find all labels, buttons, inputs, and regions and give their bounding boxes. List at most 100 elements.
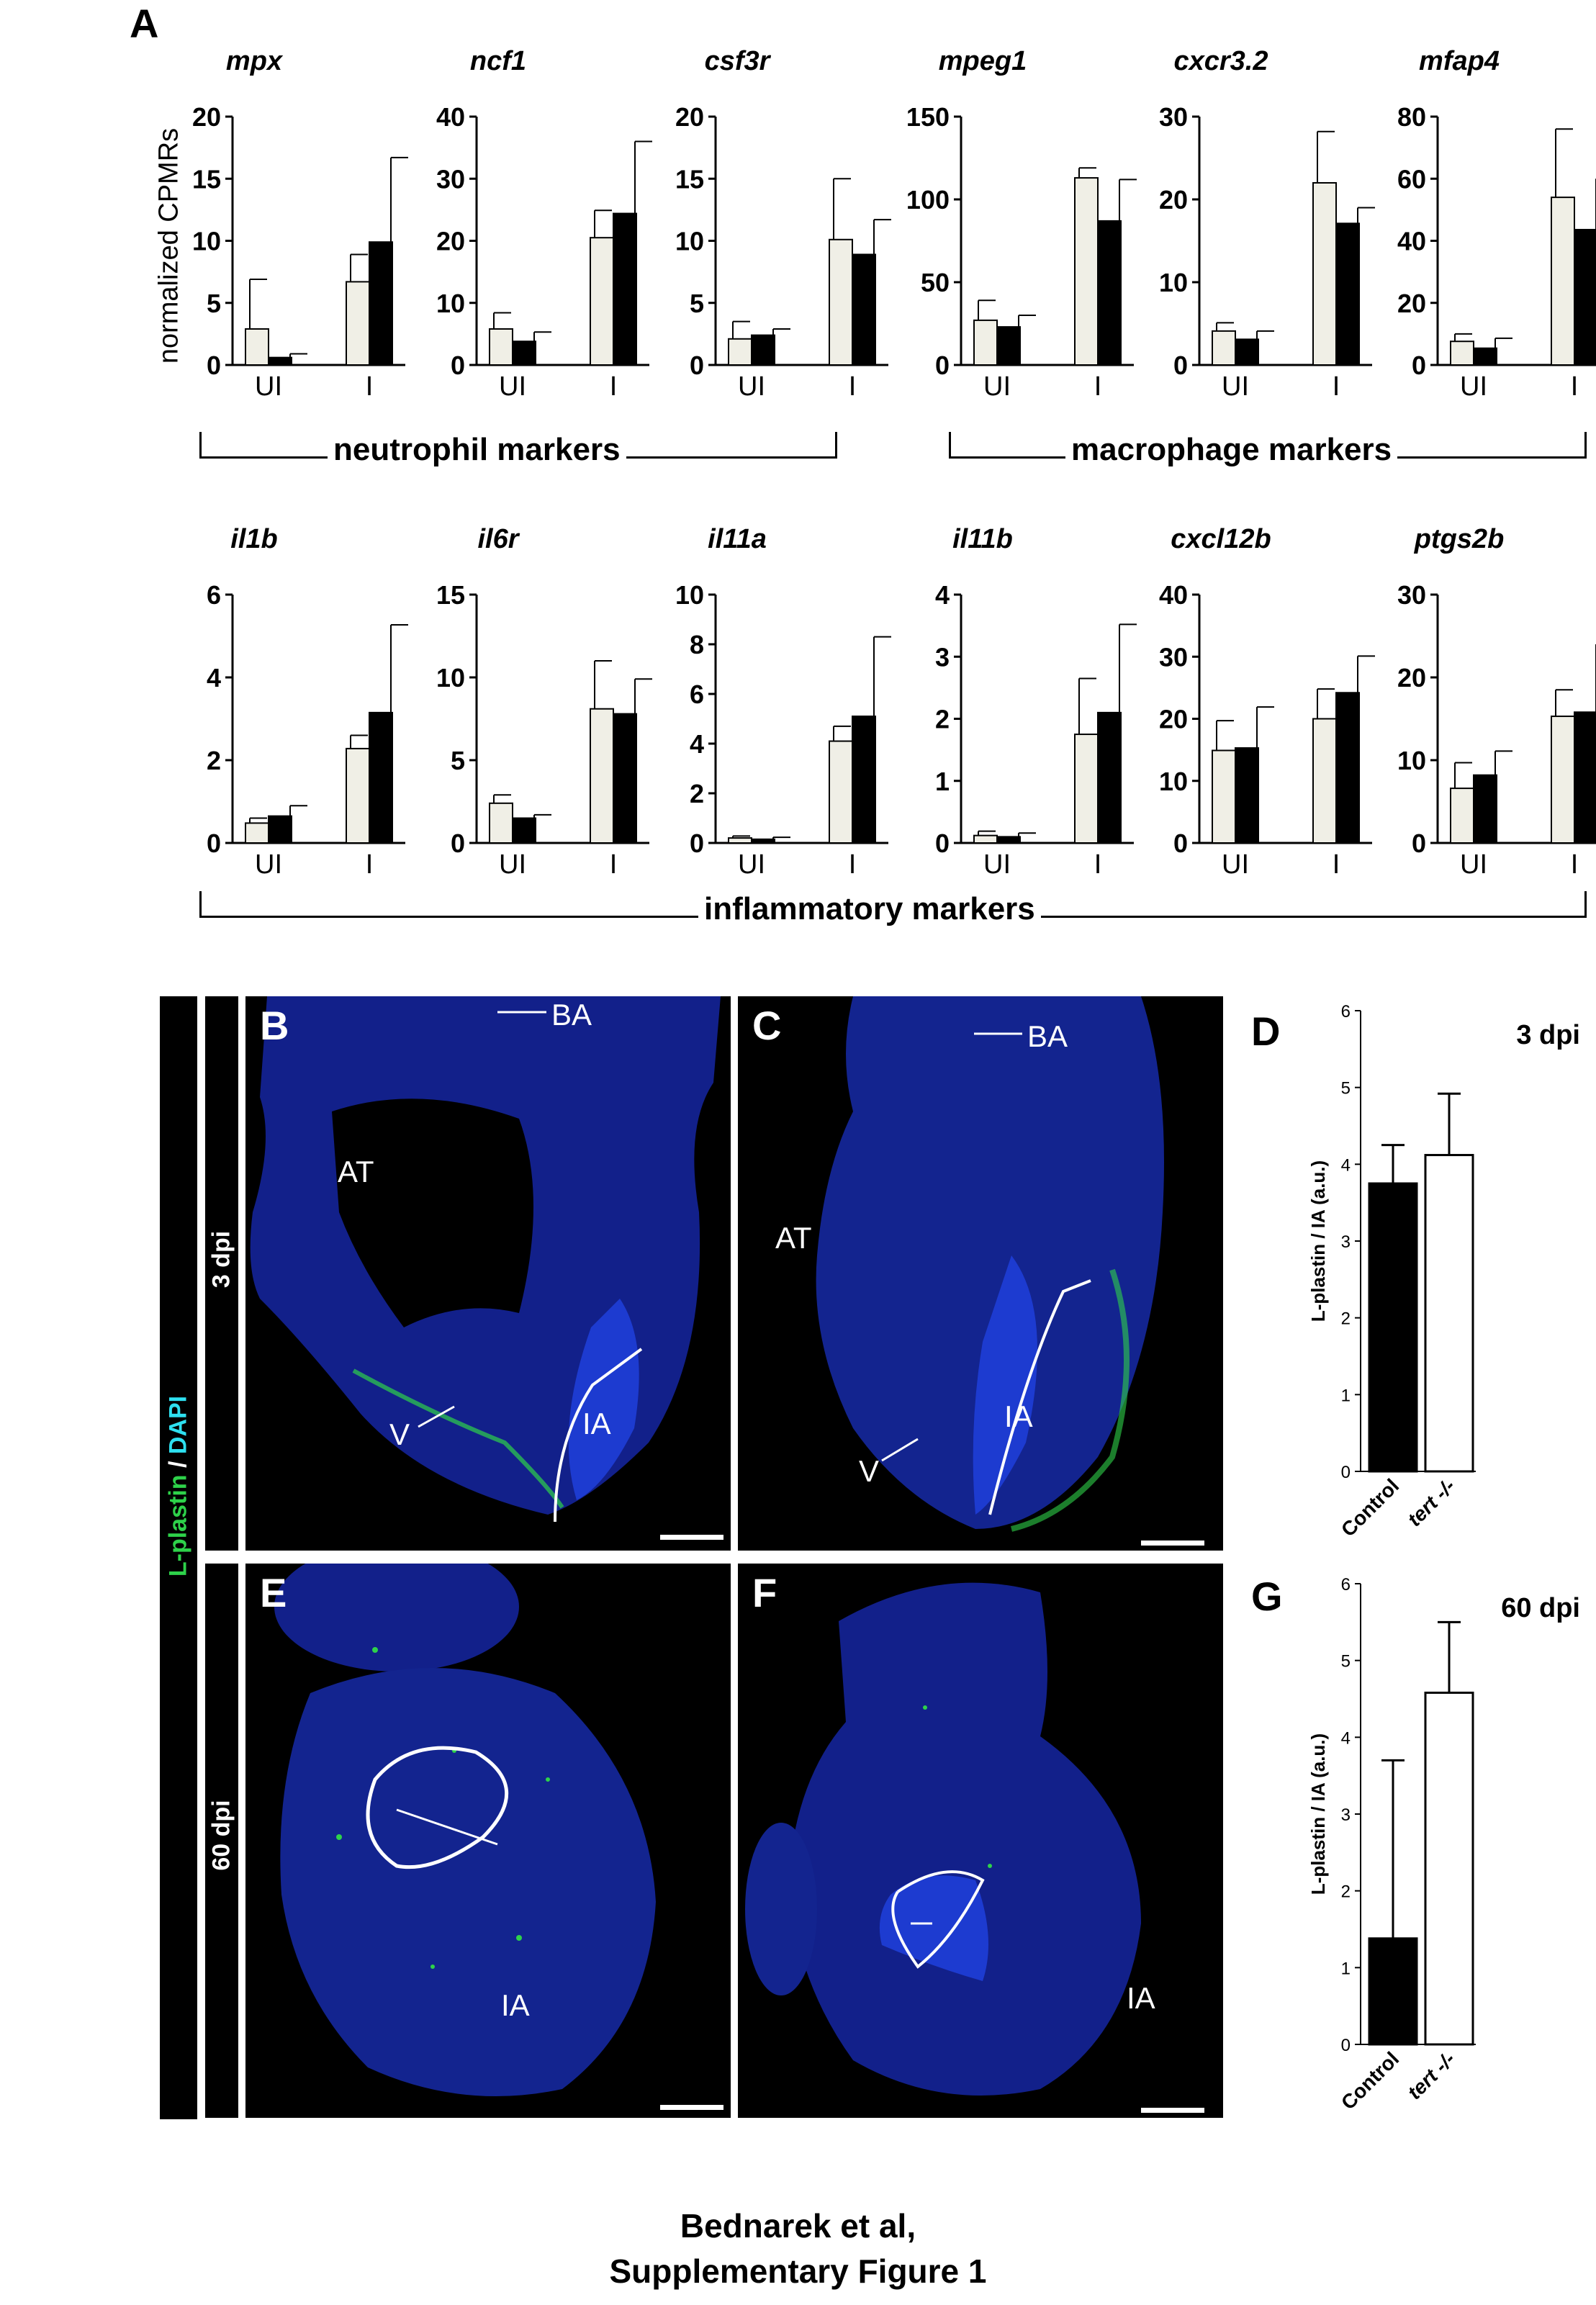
bar-il11a-UI-1 bbox=[751, 838, 775, 844]
bar-cxcr3-2-UI-1 bbox=[1235, 338, 1259, 366]
y-tick-label-mfap4: 20 bbox=[1397, 289, 1426, 318]
gene-title-mpeg1: mpeg1 bbox=[939, 46, 1027, 76]
bar-d-0 bbox=[1368, 1182, 1418, 1473]
bar-ptgs2b-UI-1 bbox=[1473, 774, 1497, 844]
neutrophil-markers-label: neutrophil markers bbox=[328, 432, 626, 468]
x-tick-label-il6r: UI bbox=[499, 849, 526, 880]
x-tick-label-ncf1: I bbox=[610, 371, 618, 402]
stain-label: L-plastin / DAPI bbox=[165, 1307, 193, 1666]
y-tick-label-d: 4 bbox=[1341, 1155, 1351, 1175]
y-tick-label-ncf1: 30 bbox=[436, 164, 465, 194]
panel-letter-g: G bbox=[1251, 1574, 1283, 1619]
bar-mfap4-I-1 bbox=[1574, 228, 1596, 366]
heart-section-f bbox=[745, 1582, 1204, 2113]
x-tick-label-csf3r: I bbox=[849, 371, 857, 402]
bar-mpx-UI-0 bbox=[245, 328, 269, 366]
y-tick-label-il1b: 6 bbox=[207, 580, 221, 610]
micrograph-c: C BA AT IA V bbox=[738, 996, 1223, 1551]
y-tick-label-mpeg1: 150 bbox=[906, 102, 950, 132]
x-tick-label-il11a: I bbox=[849, 849, 857, 880]
x-tick-label-ncf1: UI bbox=[499, 371, 526, 402]
y-tick-label-mfap4: 0 bbox=[1412, 351, 1426, 380]
label-v-c: V bbox=[859, 1454, 880, 1488]
micrograph-e: E IA bbox=[245, 1564, 731, 2118]
row-label-60dpi: 60 dpi bbox=[207, 1800, 235, 1871]
inflammatory-markers-label: inflammatory markers bbox=[698, 891, 1041, 927]
gene-title-ptgs2b: ptgs2b bbox=[1414, 524, 1505, 554]
gene-title-mfap4: mfap4 bbox=[1419, 46, 1500, 76]
y-tick-label-il11a: 2 bbox=[690, 779, 704, 808]
y-tick-label-csf3r: 10 bbox=[675, 227, 704, 256]
bar-cxcr3-2-I-0 bbox=[1312, 182, 1337, 366]
y-tick-label-g: 6 bbox=[1341, 1575, 1351, 1594]
bar-mpx-I-1 bbox=[369, 241, 393, 366]
panel-letter-c: C bbox=[752, 1003, 782, 1048]
bar-cxcl12b-UI-1 bbox=[1235, 747, 1259, 844]
gene-title-cxcr3-2: cxcr3.2 bbox=[1173, 46, 1268, 76]
y-tick-label-csf3r: 0 bbox=[690, 351, 704, 380]
y-axis-label-g: L-plastin / IA (a.u.) bbox=[1307, 1733, 1329, 1895]
bar-il1b-I-0 bbox=[346, 747, 370, 844]
bar-ptgs2b-I-0 bbox=[1551, 716, 1575, 844]
y-tick-label-d: 1 bbox=[1341, 1386, 1351, 1405]
bar-il1b-UI-0 bbox=[245, 822, 269, 844]
bar-csf3r-I-1 bbox=[852, 253, 876, 366]
y-tick-label-d: 6 bbox=[1341, 1002, 1351, 1021]
x-tick-label-d: tert -/- bbox=[1403, 1474, 1459, 1530]
x-tick-label-mpeg1: I bbox=[1094, 371, 1102, 402]
bar-il6r-UI-1 bbox=[512, 817, 536, 844]
footer-authors: Bednarek et al, bbox=[680, 2207, 916, 2245]
bar-mfap4-I-0 bbox=[1551, 197, 1575, 366]
bar-mfap4-UI-1 bbox=[1473, 347, 1497, 366]
panel-letter-f: F bbox=[752, 1570, 777, 1615]
panel-letter-d: D bbox=[1251, 1009, 1281, 1054]
x-tick-label-mpeg1: UI bbox=[983, 371, 1011, 402]
y-axis-label-d: L-plastin / IA (a.u.) bbox=[1307, 1160, 1329, 1322]
label-ba-b: BA bbox=[551, 998, 592, 1032]
y-tick-label-cxcr3-2: 20 bbox=[1159, 185, 1188, 215]
x-tick-label-il6r: I bbox=[610, 849, 618, 880]
y-tick-label-g: 2 bbox=[1341, 1882, 1351, 1902]
bar-cxcr3-2-I-1 bbox=[1335, 222, 1360, 366]
label-ia-b: IA bbox=[582, 1407, 611, 1440]
label-at-c: AT bbox=[775, 1221, 812, 1255]
y-tick-label-csf3r: 5 bbox=[690, 289, 704, 318]
bar-ptgs2b-I-1 bbox=[1574, 711, 1596, 844]
gene-title-il11b: il11b bbox=[952, 524, 1013, 554]
y-tick-label-il6r: 0 bbox=[451, 829, 465, 858]
y-tick-label-il11a: 0 bbox=[690, 829, 704, 858]
bar-cxcl12b-I-1 bbox=[1335, 692, 1360, 844]
y-tick-label-mfap4: 60 bbox=[1397, 164, 1426, 194]
label-ia-e: IA bbox=[501, 1988, 530, 2022]
bar-mpeg1-UI-0 bbox=[973, 319, 998, 366]
y-tick-label-d: 2 bbox=[1341, 1309, 1351, 1329]
y-tick-label-il11a: 6 bbox=[690, 680, 704, 709]
y-tick-label-d: 5 bbox=[1341, 1079, 1351, 1099]
y-tick-label-g: 5 bbox=[1341, 1652, 1351, 1672]
bar-il11a-I-1 bbox=[852, 716, 876, 844]
y-tick-label-il6r: 10 bbox=[436, 663, 465, 693]
x-tick-label-cxcr3-2: I bbox=[1333, 371, 1340, 402]
bar-csf3r-UI-1 bbox=[751, 334, 775, 366]
x-tick-label-cxcr3-2: UI bbox=[1222, 371, 1249, 402]
bar-il11a-I-0 bbox=[829, 740, 853, 844]
y-tick-label-csf3r: 20 bbox=[675, 102, 704, 132]
x-tick-label-csf3r: UI bbox=[738, 371, 765, 402]
gene-title-cxcl12b: cxcl12b bbox=[1171, 524, 1271, 554]
y-tick-label-mpeg1: 100 bbox=[906, 185, 950, 215]
x-tick-label-cxcl12b: I bbox=[1333, 849, 1340, 880]
y-tick-label-il1b: 2 bbox=[207, 746, 221, 775]
x-tick-label-mpx: UI bbox=[255, 371, 282, 402]
y-tick-label-il11b: 0 bbox=[935, 829, 950, 858]
bar-mpeg1-UI-1 bbox=[996, 326, 1021, 366]
y-tick-label-il11b: 2 bbox=[935, 705, 950, 734]
x-tick-label-il1b: I bbox=[366, 849, 374, 880]
bar-cxcr3-2-UI-0 bbox=[1212, 330, 1236, 366]
gene-title-il11a: il11a bbox=[708, 524, 767, 554]
bar-ncf1-I-0 bbox=[590, 237, 614, 366]
y-tick-label-mpx: 0 bbox=[207, 351, 221, 380]
bar-il6r-I-0 bbox=[590, 708, 614, 844]
row-label-3dpi: 3 dpi bbox=[207, 1230, 235, 1289]
micrograph-f: F IA bbox=[738, 1564, 1223, 2118]
